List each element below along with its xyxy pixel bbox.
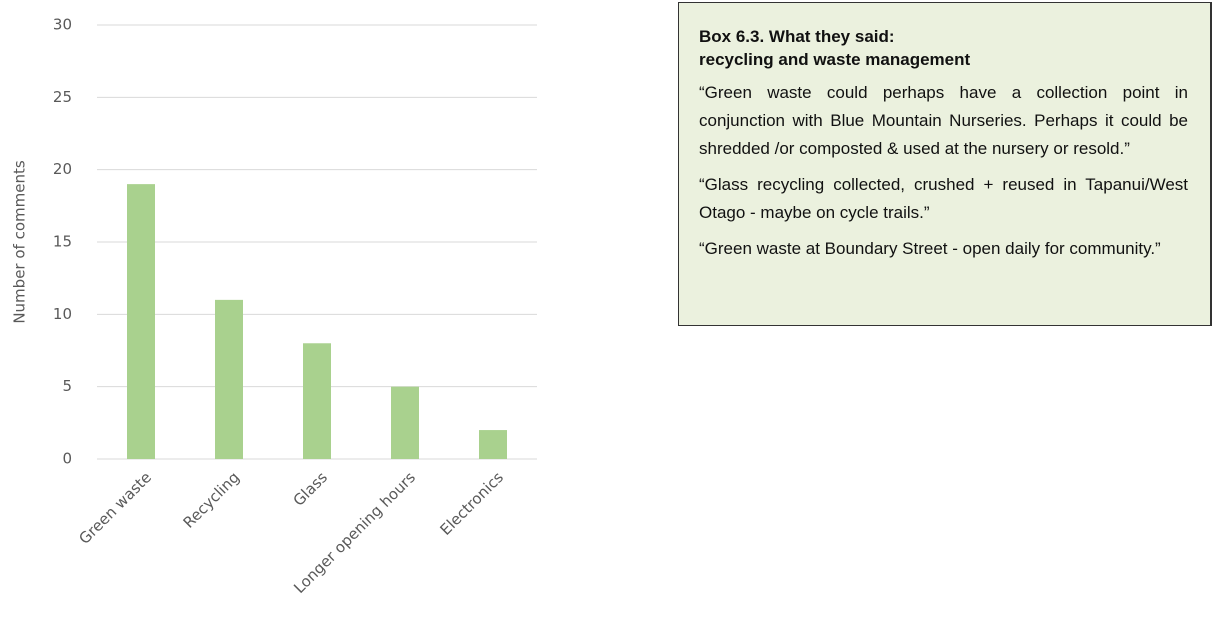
quote: “Green waste could perhaps have a collec… <box>699 83 1188 158</box>
quote: “Green waste at Boundary Street - open d… <box>699 239 1161 258</box>
x-tick-label: Green waste <box>75 468 155 548</box>
y-tick-label: 5 <box>62 377 72 395</box>
x-tick-label: Electronics <box>436 468 507 539</box>
chart: Number of comments 0 5 10 15 20 25 30 Green was… <box>11 16 537 597</box>
y-tick-label: 15 <box>53 233 72 251</box>
y-tick-label: 20 <box>53 160 72 178</box>
bar <box>127 184 155 459</box>
x-tick-label: Glass <box>290 468 332 510</box>
y-tick-label: 10 <box>53 305 72 323</box>
y-tick-label: 0 <box>62 450 72 468</box>
bar <box>215 299 243 459</box>
y-tick-label: 30 <box>53 16 72 34</box>
box-title: Box 6.3. What they said: recycling and w… <box>699 25 1188 71</box>
x-tick-label: Recycling <box>180 468 243 531</box>
quote: “Glass recycling collected, crushed + re… <box>699 175 1188 222</box>
bar <box>303 343 331 459</box>
bar <box>391 386 419 459</box>
y-axis-label: Number of comments <box>11 160 29 324</box>
y-tick-label: 25 <box>53 88 72 106</box>
box-title-line: recycling and waste management <box>699 50 971 69</box>
bar <box>479 430 507 459</box>
text-box: Box 6.3. What they said: recycling and w… <box>678 2 1212 326</box>
box-title-line: Box 6.3. What they said: <box>699 27 895 46</box>
